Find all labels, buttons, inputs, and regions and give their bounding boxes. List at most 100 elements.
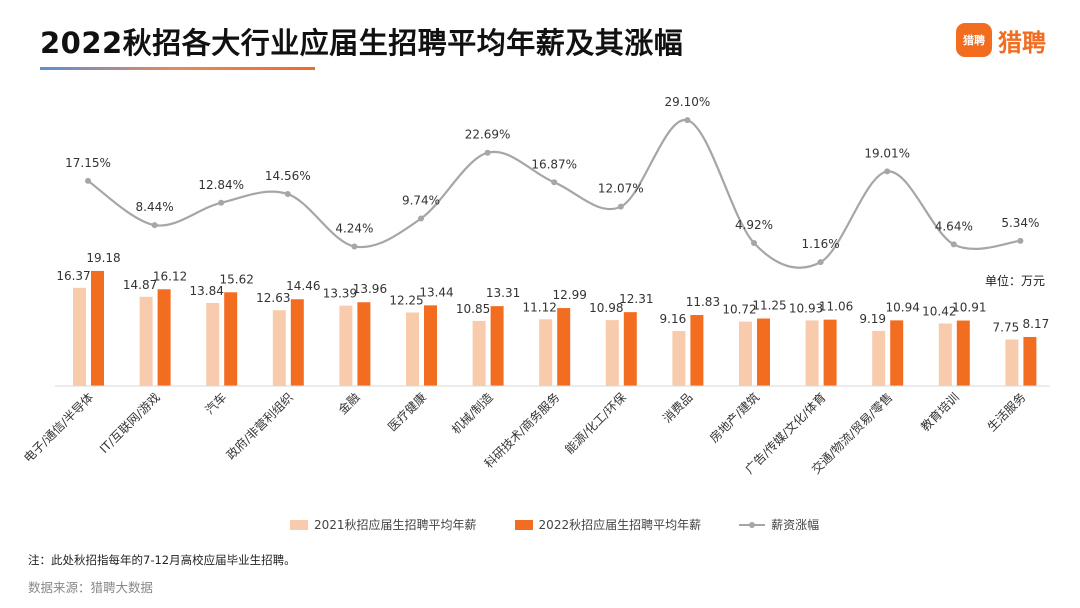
growth-line: [87, 119, 1021, 269]
growth-point: [1017, 237, 1024, 244]
growth-point: [617, 203, 624, 210]
bar-label-2022: 8.17: [1023, 317, 1050, 331]
growth-point: [418, 215, 424, 222]
bar-label-2022: 13.44: [419, 285, 453, 299]
bar-label-2022: 10.94: [886, 300, 920, 314]
bar-2022: [357, 302, 371, 386]
bar-2022: [557, 308, 571, 386]
bar-2021: [206, 302, 220, 386]
growth-label: 4.64%: [935, 219, 973, 233]
bar-label-2022: 11.25: [752, 299, 786, 313]
bar-label-2022: 13.31: [486, 286, 520, 300]
bar-2021: [872, 330, 886, 386]
growth-label: 19.01%: [864, 146, 910, 160]
bar-label-2021: 9.16: [660, 312, 687, 326]
growth-label: 16.87%: [531, 157, 577, 171]
bar-2021: [73, 287, 86, 386]
unit-label: 单位：万元: [985, 274, 1046, 288]
bar-label-2021: 10.93: [789, 301, 823, 315]
legend-item-2022: 2022秋招应届生招聘平均年薪: [514, 516, 702, 533]
page-title: 2022秋招各大行业应届生招聘平均年薪及其涨幅: [40, 26, 684, 60]
growth-point: [817, 259, 824, 266]
bar-2022: [890, 320, 904, 386]
bar-2021: [272, 310, 286, 386]
growth-label: 17.15%: [65, 156, 111, 170]
growth-point: [151, 222, 158, 229]
bar-label-2021: 16.37: [56, 269, 90, 283]
bar-2022: [1023, 336, 1037, 386]
legend-swatch-2021: [290, 519, 308, 530]
bar-2022: [623, 312, 637, 386]
bar-label-2022: 15.62: [220, 272, 254, 286]
bar-2022: [157, 289, 171, 386]
growth-point: [684, 117, 691, 124]
growth-point: [484, 149, 491, 156]
bar-label-2021: 9.19: [859, 312, 886, 326]
bar-2021: [938, 323, 952, 386]
bar-2021: [139, 296, 153, 386]
bar-label-2022: 11.06: [819, 300, 853, 314]
bar-label-2021: 7.75: [993, 321, 1020, 335]
bar-2021: [805, 320, 819, 386]
category-label: 医疗健康: [385, 390, 430, 435]
growth-point: [884, 168, 891, 175]
bar-label-2022: 14.46: [286, 279, 320, 293]
bar-2021: [605, 320, 619, 386]
logo-badge: 猎聘: [956, 23, 992, 57]
bar-label-2021: 11.12: [523, 300, 557, 314]
growth-label: 12.07%: [598, 182, 644, 196]
bar-2022: [757, 318, 770, 386]
bar-2022: [91, 270, 104, 386]
legend-label-growth: 薪资涨幅: [771, 518, 820, 532]
bar-2021: [339, 305, 353, 386]
bar-2021: [739, 321, 752, 386]
bar-label-2021: 10.72: [722, 303, 756, 317]
bar-label-2021: 14.87: [123, 278, 157, 292]
bar-label-2021: 10.98: [589, 301, 623, 315]
category-label: 房地产/建筑: [706, 390, 762, 446]
legend-swatch-2022: [514, 519, 533, 530]
category-label: 能源/化工/环保: [562, 390, 629, 457]
legend-label-2022: 2022秋招应届生招聘平均年薪: [538, 518, 702, 532]
legend-label-2021: 2021秋招应届生招聘平均年薪: [314, 518, 477, 532]
bar-label-2022: 19.18: [86, 251, 120, 265]
growth-label: 4.24%: [335, 221, 373, 235]
bar-2022: [290, 299, 304, 386]
bar-label-2021: 12.25: [389, 294, 423, 308]
bar-2022: [424, 305, 437, 386]
legend-item-2021: 2021秋招应届生招聘平均年薪: [290, 516, 477, 533]
bar-label-2021: 12.63: [256, 291, 290, 305]
bar-2022: [956, 320, 970, 386]
growth-label: 29.10%: [665, 95, 711, 109]
growth-label: 4.92%: [735, 218, 773, 232]
title-underline: [40, 67, 315, 70]
bar-2022: [823, 319, 837, 386]
category-label: 政府/非营利组织: [223, 390, 296, 463]
growth-label: 8.44%: [136, 200, 174, 214]
legend: 2021秋招应届生招聘平均年薪 2022秋招应届生招聘平均年薪 薪资涨幅: [290, 516, 857, 533]
bar-2022: [490, 306, 504, 386]
bar-2021: [539, 319, 553, 386]
footnote: 注：此处秋招指每年的7-12月高校应届毕业生招聘。: [28, 553, 296, 567]
category-label: IT/互联网/游戏: [97, 390, 163, 456]
growth-label: 14.56%: [265, 169, 311, 183]
bar-label-2022: 11.83: [686, 295, 720, 309]
bar-label-2021: 13.39: [323, 287, 357, 301]
growth-label: 9.74%: [402, 194, 440, 208]
brand-logo: 猎聘 猎聘: [956, 22, 1046, 58]
bar-label-2021: 10.85: [456, 302, 490, 316]
category-label: 机械/制造: [448, 390, 495, 437]
category-label: 电子/通信/半导体: [21, 390, 96, 465]
growth-point: [551, 179, 558, 186]
bar-2021: [472, 320, 486, 386]
growth-point: [85, 177, 91, 184]
logo-text: 猎聘: [998, 28, 1046, 57]
bar-label-2021: 13.84: [190, 284, 224, 298]
bar-2022: [224, 292, 238, 386]
growth-point: [751, 240, 757, 247]
line-group: [85, 117, 1024, 269]
growth-label: 12.84%: [198, 178, 244, 192]
data-source: 数据来源：猎聘大数据: [28, 580, 154, 595]
